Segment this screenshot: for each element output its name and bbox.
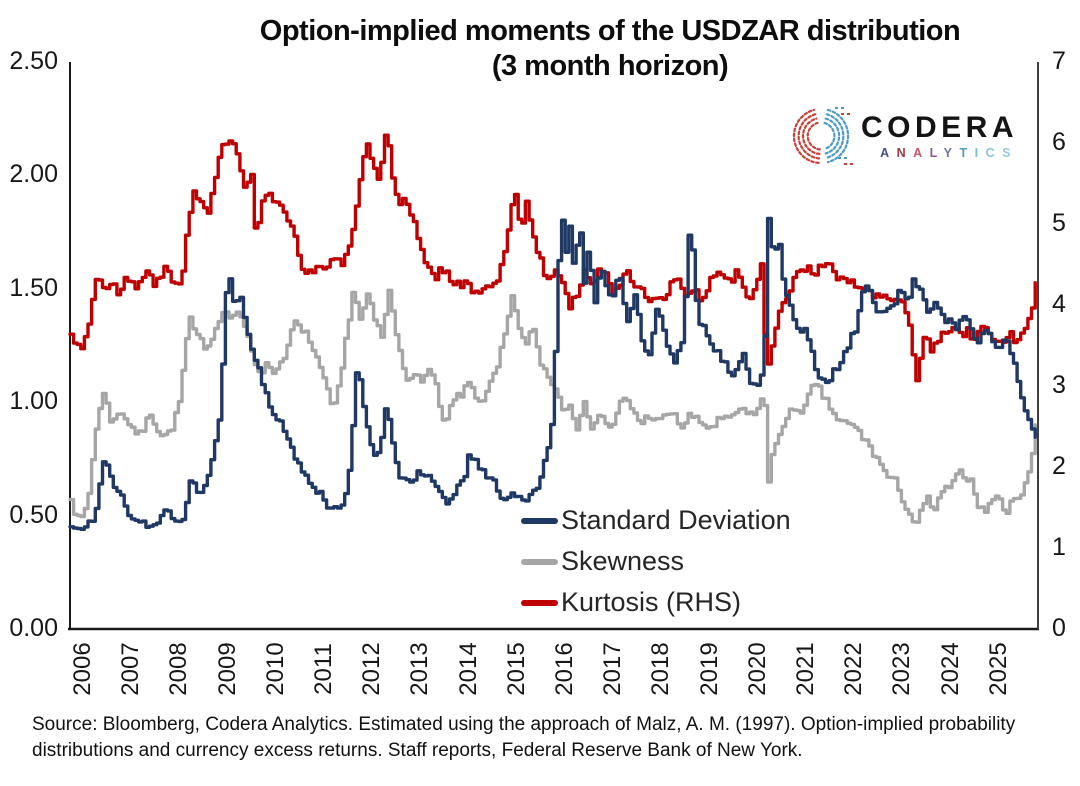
x-axis-year-label: 2022 — [840, 642, 868, 696]
right-axis-tick-label: 1 — [1052, 533, 1066, 561]
codera-logo-text: CODERA ANALYTICS — [861, 111, 1019, 161]
analytics-letter: C — [985, 146, 1003, 160]
left-axis-tick-label: 2.50 — [9, 47, 58, 75]
x-axis-year-label: 2025 — [984, 642, 1012, 696]
analytics-letter: Y — [943, 146, 960, 160]
analytics-letter: I — [974, 146, 986, 160]
source-note: Source: Bloomberg, Codera Analytics. Est… — [32, 714, 1016, 761]
legend-label-skewness: Skewness — [561, 546, 685, 576]
right-axis-tick-label: 0 — [1052, 614, 1066, 642]
codera-logo-icon — [792, 107, 856, 165]
x-axis-year-label: 2014 — [454, 642, 482, 696]
series-line-skewness — [68, 288, 1037, 524]
legend: Standard Deviation Skewness Kurtosis (RH… — [521, 500, 791, 623]
x-axis-year-label: 2009 — [213, 642, 241, 696]
codera-analytics-label: ANALYTICS — [861, 146, 1018, 160]
left-axis-tick-label: 0.50 — [9, 500, 58, 529]
x-axis-year-label: 2016 — [551, 642, 578, 696]
chart-subtitle: (3 month horizon) — [491, 50, 729, 82]
right-axis-tick-label: 7 — [1052, 47, 1066, 75]
x-axis-year-label: 2011 — [310, 643, 337, 695]
x-axis-year-label: 2023 — [888, 642, 916, 696]
x-axis-year-label: 2006 — [69, 642, 96, 696]
x-axis-year-label: 2007 — [117, 642, 145, 696]
right-axis-tick-label: 5 — [1052, 209, 1066, 237]
legend-label-kurtosis: Kurtosis (RHS) — [561, 587, 742, 617]
x-axis-year-label: 2015 — [502, 642, 530, 696]
right-axis-tick-label: 4 — [1052, 290, 1066, 318]
right-axis-tick-label: 2 — [1052, 452, 1066, 480]
x-axis-year-label: 2020 — [743, 642, 771, 696]
analytics-letter: N — [896, 146, 914, 160]
analytics-letter: T — [959, 146, 975, 160]
right-axis-tick-label: 3 — [1052, 371, 1066, 399]
legend-item-standard-deviation: Standard Deviation — [521, 500, 791, 541]
left-axis-tick-label: 1.00 — [9, 387, 58, 416]
x-axis-year-label: 2018 — [647, 642, 675, 696]
analytics-letter: S — [1002, 146, 1019, 160]
chart-title-block: Option-implied moments of the USDZAR dis… — [130, 14, 1080, 84]
analytics-letter: A — [880, 146, 897, 160]
left-axis-tick-label: 1.50 — [9, 273, 58, 302]
x-axis-year-label: 2017 — [599, 642, 627, 696]
x-axis-year-label: 2012 — [358, 642, 386, 696]
codera-logo: CODERA ANALYTICS — [789, 100, 1018, 172]
x-axis-year-label: 2013 — [406, 642, 434, 696]
x-axis-year-label: 2024 — [936, 642, 964, 696]
codera-wordmark: CODERA — [861, 111, 1019, 144]
left-axis-tick-label: 2.00 — [9, 160, 58, 189]
x-axis-year-label: 2008 — [165, 642, 193, 696]
standard-deviation-line-swatch — [521, 517, 558, 524]
legend-item-skewness: Skewness — [521, 541, 791, 582]
right-axis-tick-label: 6 — [1052, 128, 1066, 156]
x-axis-year-label: 2010 — [261, 642, 289, 696]
series-line-kurtosis-rhs — [68, 133, 1037, 383]
legend-label-standard-deviation: Standard Deviation — [561, 505, 791, 535]
chart-title: Option-implied moments of the USDZAR dis… — [259, 15, 961, 47]
analytics-letter: L — [929, 146, 944, 160]
skewness-line-swatch — [521, 558, 558, 565]
series-line-standard-deviation — [68, 216, 1037, 531]
x-axis-year-label: 2021 — [792, 642, 819, 696]
x-axis-year-label: 2019 — [695, 642, 723, 696]
left-axis-tick-label: 0.00 — [9, 614, 58, 642]
legend-item-kurtosis: Kurtosis (RHS) — [521, 582, 791, 623]
kurtosis-line-swatch — [521, 599, 558, 606]
analytics-letter: A — [913, 146, 930, 160]
